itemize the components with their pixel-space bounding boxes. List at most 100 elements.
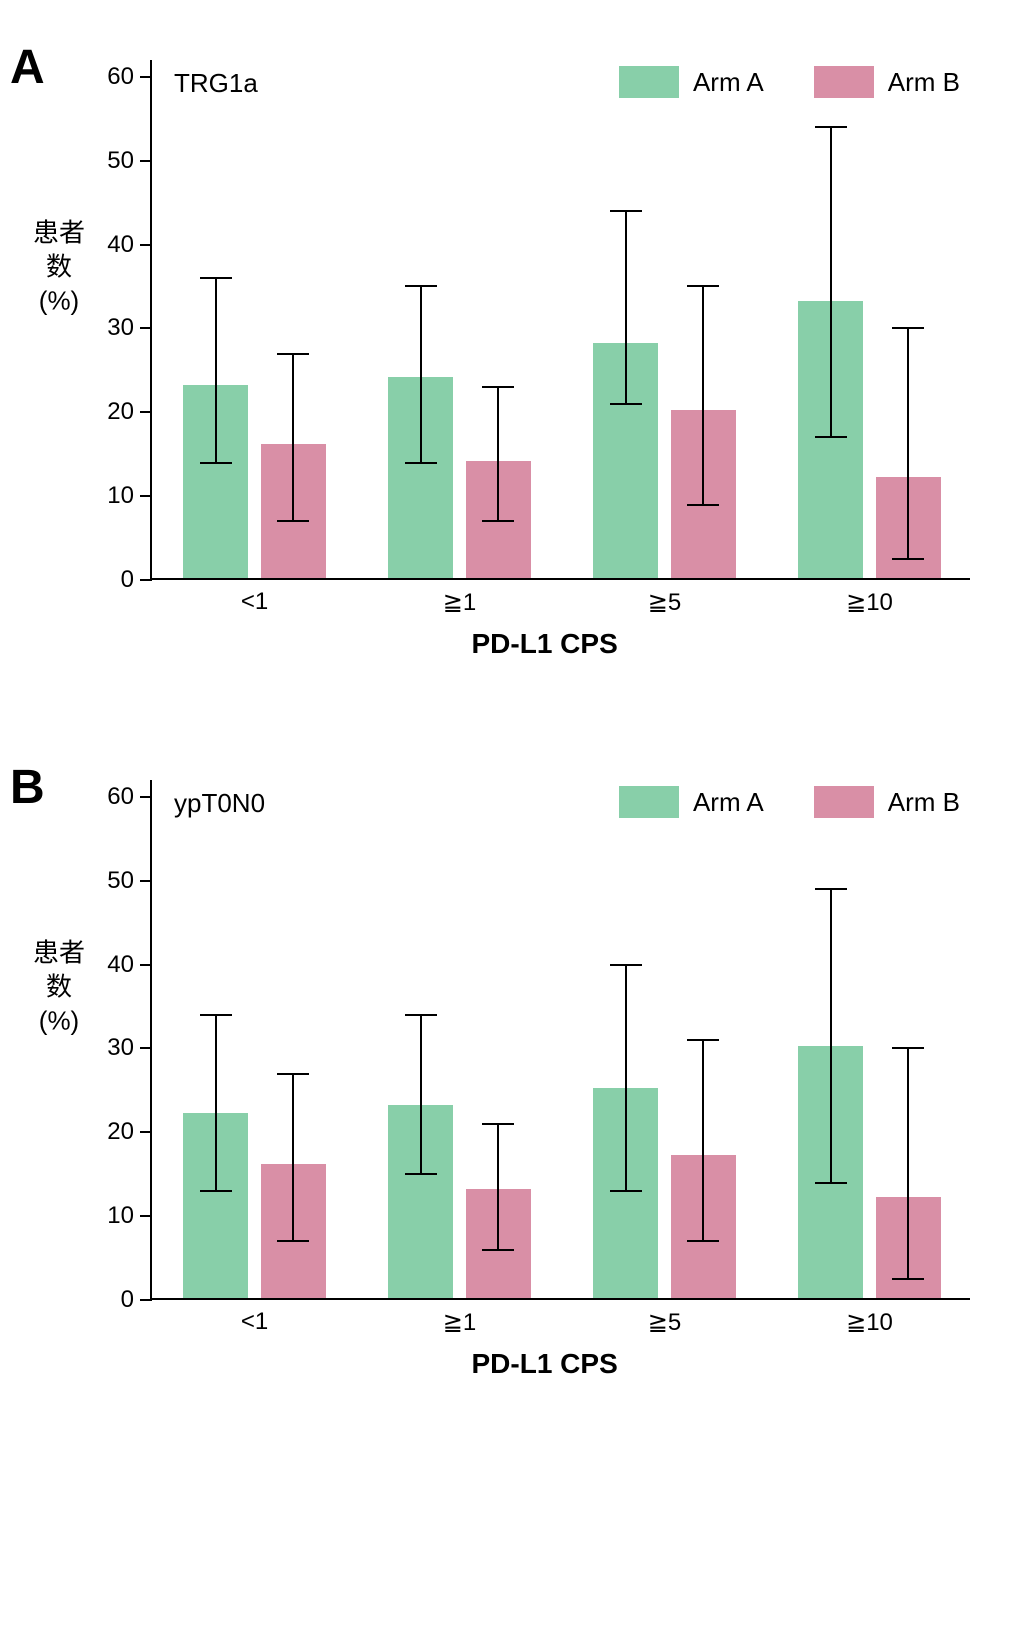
legend-label: Arm B — [888, 67, 960, 98]
y-tick-label: 40 — [107, 951, 134, 979]
legend-swatch — [619, 786, 679, 818]
figure-root: A0102030405060患者数(%)TRG1aArm AArm B<1≧1≧… — [20, 60, 1009, 1440]
error-cap-top — [405, 1014, 437, 1016]
error-cap-top — [892, 327, 924, 329]
x-axis-title: PD-L1 CPS — [472, 1348, 618, 1380]
y-tick — [140, 796, 152, 798]
error-cap-top — [610, 210, 642, 212]
error-bar — [702, 286, 704, 504]
y-tick — [140, 495, 152, 497]
chart-area: 0102030405060患者数(%)TRG1aArm AArm B<1≧1≧5… — [150, 60, 970, 580]
error-bar — [702, 1040, 704, 1241]
error-cap-bottom — [610, 403, 642, 405]
error-cap-top — [200, 277, 232, 279]
error-bar — [420, 1015, 422, 1174]
legend: Arm A Arm B — [619, 786, 960, 818]
error-cap-bottom — [815, 1182, 847, 1184]
error-cap-bottom — [277, 1240, 309, 1242]
legend-item: Arm A — [619, 66, 764, 98]
error-cap-bottom — [815, 436, 847, 438]
error-cap-top — [277, 353, 309, 355]
panel-label: A — [10, 40, 45, 95]
error-cap-bottom — [200, 1190, 232, 1192]
y-tick — [140, 244, 152, 246]
chart-area: 0102030405060患者数(%)ypT0N0Arm AArm B<1≧1≧… — [150, 780, 970, 1300]
y-tick — [140, 76, 152, 78]
error-cap-bottom — [892, 558, 924, 560]
y-tick-label: 20 — [107, 1118, 134, 1146]
error-cap-bottom — [277, 520, 309, 522]
chart-subtitle: ypT0N0 — [174, 788, 265, 819]
y-tick-label: 10 — [107, 1202, 134, 1230]
y-tick — [140, 1215, 152, 1217]
chart-subtitle: TRG1a — [174, 68, 258, 99]
error-bar — [625, 211, 627, 404]
y-tick-label: 30 — [107, 1034, 134, 1062]
y-tick — [140, 1131, 152, 1133]
x-tick-label: <1 — [241, 588, 268, 616]
y-tick-label: 50 — [107, 867, 134, 895]
legend-swatch — [814, 786, 874, 818]
legend-label: Arm A — [693, 67, 764, 98]
error-bar — [907, 1048, 909, 1279]
error-cap-bottom — [687, 504, 719, 506]
error-cap-bottom — [482, 520, 514, 522]
legend: Arm A Arm B — [619, 66, 960, 98]
x-tick-label: ≧10 — [846, 588, 893, 617]
error-bar — [420, 286, 422, 462]
error-cap-bottom — [892, 1278, 924, 1280]
x-tick-label: ≧5 — [648, 1308, 681, 1337]
error-cap-top — [277, 1073, 309, 1075]
legend-swatch — [814, 66, 874, 98]
legend-item: Arm B — [814, 66, 960, 98]
y-tick — [140, 1299, 152, 1301]
panel-label: B — [10, 760, 45, 815]
x-tick-label: ≧1 — [443, 588, 476, 617]
x-tick-label: <1 — [241, 1308, 268, 1336]
error-cap-top — [687, 285, 719, 287]
error-cap-top — [200, 1014, 232, 1016]
error-bar — [830, 127, 832, 437]
error-bar — [215, 1015, 217, 1191]
legend-swatch — [619, 66, 679, 98]
x-tick-label: ≧5 — [648, 588, 681, 617]
error-bar — [625, 965, 627, 1191]
panel-A: A0102030405060患者数(%)TRG1aArm AArm B<1≧1≧… — [20, 60, 1009, 720]
error-cap-top — [687, 1039, 719, 1041]
error-bar — [215, 278, 217, 463]
error-cap-bottom — [610, 1190, 642, 1192]
y-tick-label: 50 — [107, 147, 134, 175]
error-bar — [292, 1074, 294, 1242]
y-tick-label: 0 — [121, 1286, 134, 1314]
y-tick-label: 30 — [107, 314, 134, 342]
y-tick — [140, 880, 152, 882]
y-axis-title: 患者数(%) — [24, 216, 94, 317]
error-bar — [830, 889, 832, 1183]
error-bar — [292, 354, 294, 522]
error-cap-top — [482, 1123, 514, 1125]
error-cap-top — [405, 285, 437, 287]
error-cap-top — [892, 1047, 924, 1049]
error-cap-bottom — [405, 1173, 437, 1175]
error-cap-top — [482, 386, 514, 388]
error-cap-bottom — [687, 1240, 719, 1242]
x-tick-label: ≧10 — [846, 1308, 893, 1337]
legend-label: Arm B — [888, 787, 960, 818]
legend-label: Arm A — [693, 787, 764, 818]
error-cap-bottom — [200, 462, 232, 464]
error-bar — [497, 387, 499, 521]
x-tick-label: ≧1 — [443, 1308, 476, 1337]
error-cap-bottom — [405, 462, 437, 464]
x-axis-title: PD-L1 CPS — [472, 628, 618, 660]
y-tick-label: 60 — [107, 783, 134, 811]
y-tick-label: 10 — [107, 482, 134, 510]
error-cap-top — [815, 126, 847, 128]
y-tick-label: 0 — [121, 566, 134, 594]
error-cap-top — [815, 888, 847, 890]
y-tick — [140, 964, 152, 966]
error-bar — [907, 328, 909, 559]
y-tick — [140, 327, 152, 329]
legend-item: Arm A — [619, 786, 764, 818]
y-axis-title: 患者数(%) — [24, 936, 94, 1037]
y-tick-label: 40 — [107, 231, 134, 259]
